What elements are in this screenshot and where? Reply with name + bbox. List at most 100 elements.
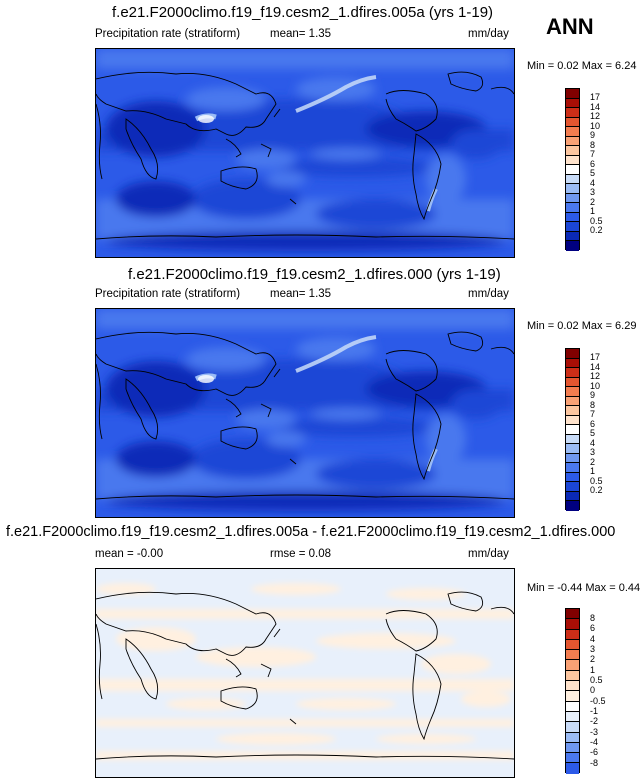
panel1-mean-label: mean= 1.35: [270, 28, 332, 40]
colorbar-tick-label: 0.5: [590, 216, 603, 226]
panel3-colorbar-swatch: [566, 701, 579, 712]
panel2-units-label: mm/day: [468, 288, 509, 300]
panel3-rmse-label: rmse = 0.08: [270, 548, 332, 560]
colorbar-tick-label: 0.5: [590, 476, 603, 486]
panel3-colorbar-swatch: [566, 609, 579, 620]
colorbar-tick-label: 8: [590, 613, 596, 623]
colorbar-tick-label: 4: [590, 634, 596, 644]
panel1-colorbar-swatch: [566, 241, 579, 251]
panel1-colorbar-swatch: [566, 203, 579, 213]
colorbar-tick-label: -8: [590, 758, 599, 768]
panel3-mean-label: mean = -0.00: [95, 548, 164, 560]
colorbar-tick-label: -2: [590, 716, 599, 726]
panel2-colorbar-swatch: [566, 368, 579, 378]
panel1-colorbar-swatch: [566, 155, 579, 166]
panel1-colorbar-swatch: [566, 117, 579, 128]
colorbar-tick-label: 0.5: [590, 675, 603, 685]
panel2-variable-label: Precipitation rate (stratiform): [95, 288, 241, 300]
panel3-map-svg: [96, 569, 514, 777]
panel3-minmax: Min = -0.44 Max = 0.44: [527, 582, 641, 594]
colorbar-tick-label: 2: [590, 457, 596, 467]
panel2-colorbar-swatch: [566, 425, 579, 435]
panel1-variable-label: Precipitation rate (stratiform): [95, 28, 241, 40]
colorbar-tick-label: 1: [590, 466, 596, 476]
colorbar-tick-label: 0.2: [590, 485, 603, 495]
panel3-colorbar-swatch: [566, 681, 579, 692]
panel2-colorbar-swatch: [566, 387, 579, 397]
panel2-colorbar-swatch: [566, 463, 579, 473]
colorbar-tick-label: 2: [590, 654, 596, 664]
panel2-colorbar-swatch: [566, 482, 579, 492]
panel2-minmax: Min = 0.02 Max = 6.29: [527, 320, 637, 332]
panel1-colorbar-swatch: [566, 89, 579, 99]
colorbar-tick-label: 3: [590, 644, 596, 654]
panel1-colorbar-swatch: [566, 174, 579, 185]
panel1-minmax: Min = 0.02 Max = 6.24: [527, 60, 637, 72]
panel3-colorbar-swatch: [566, 650, 579, 661]
colorbar-tick-label: 17: [590, 352, 601, 362]
panel3-colorbar-swatch: [566, 670, 579, 682]
panel3-colorbar-swatch: [566, 629, 579, 640]
colorbar-tick-label: 6: [590, 419, 596, 429]
colorbar-tick-label: 7: [590, 149, 596, 159]
colorbar-tick-label: 8: [590, 400, 596, 410]
season-label: ANN: [546, 14, 594, 39]
panel2-colorbar-swatch: [566, 434, 579, 445]
colorbar-tick-label: 9: [590, 130, 596, 140]
colorbar-tick-label: -1: [590, 706, 599, 716]
panel1-colorbar-swatch: [566, 193, 579, 204]
colorbar-tick-label: 8: [590, 140, 596, 150]
colorbar-tick-label: -3: [590, 727, 599, 737]
panel3-colorbar-swatch: [566, 753, 579, 764]
panel1-colorbar-swatch: [566, 231, 579, 242]
panel1-colorbar-swatch: [566, 165, 579, 175]
panel3-colorbar: [565, 608, 580, 774]
panel2-title: f.e21.F2000climo.f19_f19.cesm2_1.dfires.…: [128, 266, 501, 283]
colorbar-tick-label: 6: [590, 623, 596, 633]
colorbar-tick-label: 7: [590, 409, 596, 419]
colorbar-tick-label: 3: [590, 187, 596, 197]
panel2-colorbar-swatch: [566, 349, 579, 359]
colorbar-tick-label: 4: [590, 178, 596, 188]
colorbar-tick-label: 12: [590, 371, 601, 381]
panel2-colorbar-swatch: [566, 501, 579, 511]
panel2-mean-label: mean= 1.35: [270, 288, 332, 300]
panel3-colorbar-swatch: [566, 660, 579, 671]
colorbar-tick-label: 10: [590, 121, 601, 131]
panel1-title: f.e21.F2000climo.f19_f19.cesm2_1.dfires.…: [112, 4, 494, 21]
colorbar-tick-label: 4: [590, 438, 596, 448]
colorbar-tick-label: 5: [590, 428, 596, 438]
panel2-colorbar-swatch: [566, 406, 579, 416]
panel1-colorbar-swatch: [566, 222, 579, 232]
panel1-units-label: mm/day: [468, 28, 509, 40]
panel3-colorbar-swatch: [566, 763, 579, 774]
panel2-colorbar-swatch: [566, 453, 579, 464]
panel1-colorbar-swatch: [566, 98, 579, 109]
panel1-colorbar-swatch: [566, 212, 579, 223]
panel2-colorbar-swatch: [566, 358, 579, 369]
colorbar-tick-label: -0.5: [590, 696, 606, 706]
panel3-colorbar-swatch: [566, 619, 579, 630]
panel2-colorbar-swatch: [566, 415, 579, 426]
panel1-map: [95, 48, 515, 258]
panel2-map: [95, 308, 515, 518]
colorbar-tick-label: 6: [590, 159, 596, 169]
panel1-colorbar-swatch: [566, 136, 579, 147]
colorbar-tick-label: -6: [590, 747, 599, 757]
colorbar-tick-label: 14: [590, 102, 601, 112]
panel3-title: f.e21.F2000climo.f19_f19.cesm2_1.dfires.…: [6, 524, 616, 540]
colorbar-tick-label: 1: [590, 206, 596, 216]
panel3-colorbar-swatch: [566, 742, 579, 754]
panel3-units-label: mm/day: [468, 548, 509, 560]
panel3-colorbar-swatch: [566, 639, 579, 651]
panel1-colorbar-swatch: [566, 146, 579, 156]
panel3-colorbar-swatch: [566, 711, 579, 723]
panel1-map-svg: [96, 49, 514, 257]
panel1-colorbar-swatch: [566, 127, 579, 137]
panel2-colorbar-swatch: [566, 491, 579, 502]
colorbar-tick-label: 0.2: [590, 225, 603, 235]
panel3-colorbar-swatch: [566, 691, 579, 702]
colorbar-tick-label: 1: [590, 665, 596, 675]
colorbar-tick-label: 10: [590, 381, 601, 391]
panel3-colorbar-swatch: [566, 722, 579, 733]
